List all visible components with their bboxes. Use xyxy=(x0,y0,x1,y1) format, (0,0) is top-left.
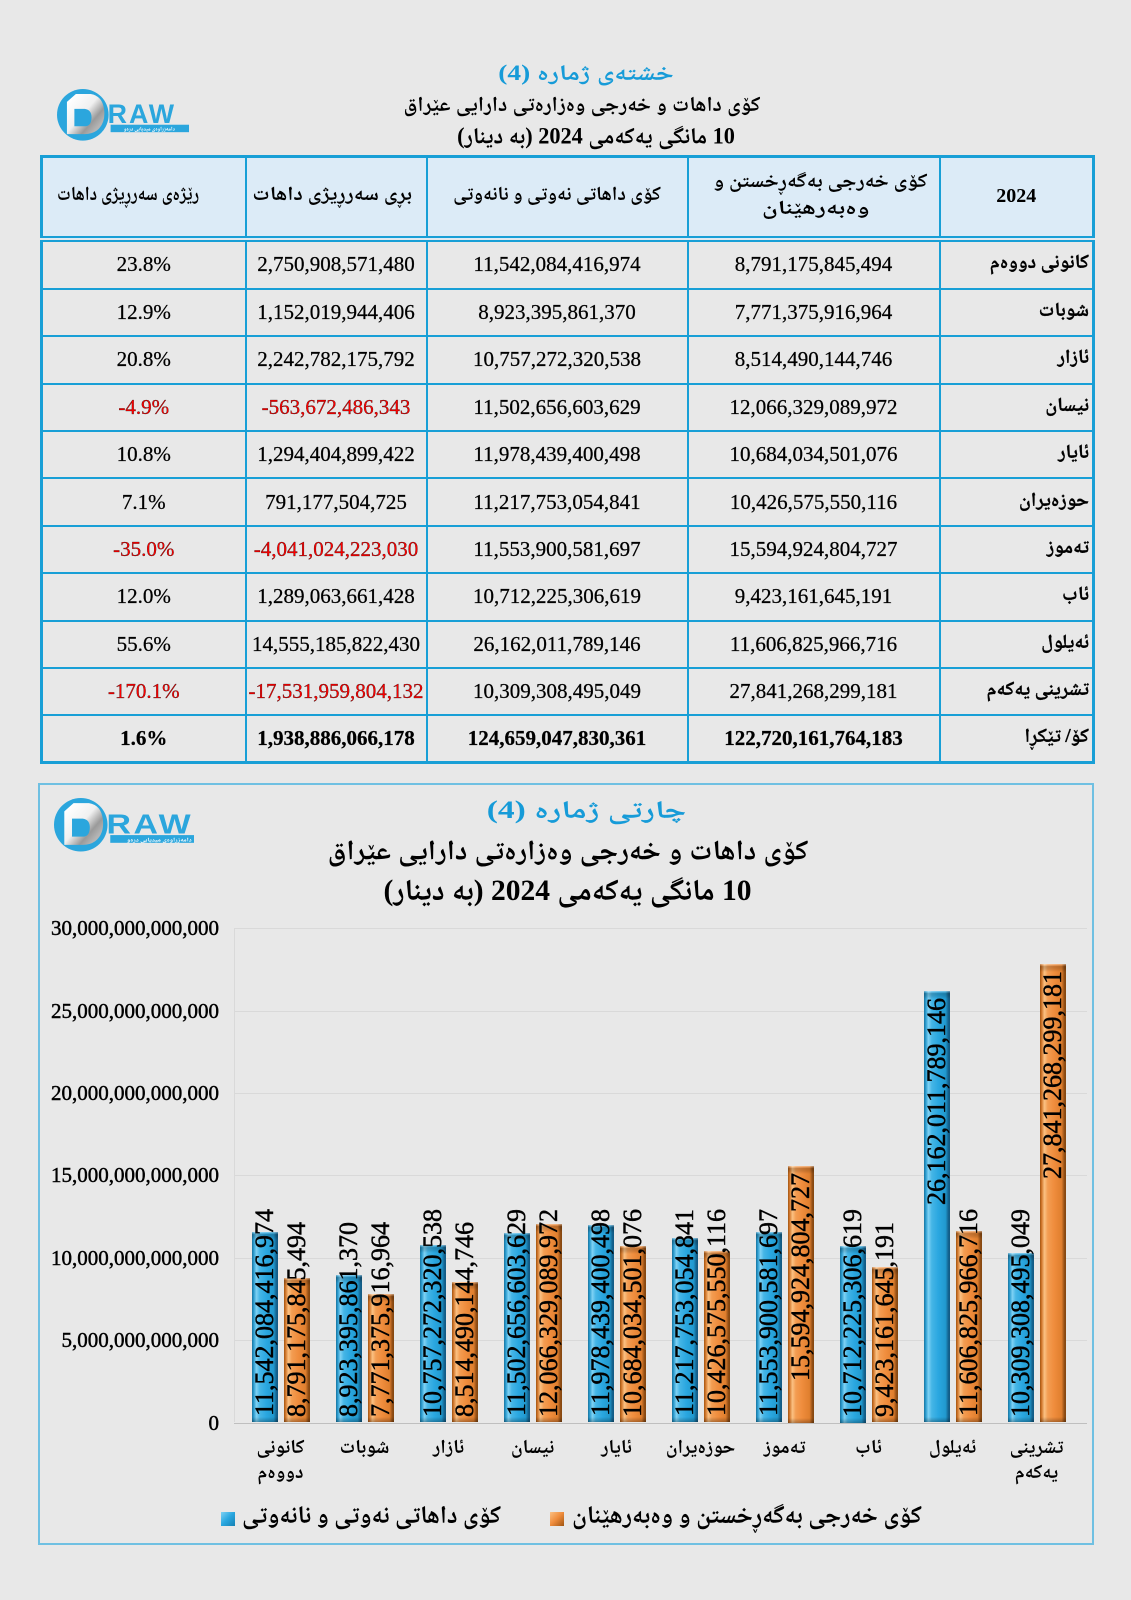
svg-text:دامەزراوەی میدیایی درەو: دامەزراوەی میدیایی درەو xyxy=(124,126,176,135)
svg-text:RAW: RAW xyxy=(108,99,176,129)
svg-text:دامەزراوەی میدیایی درەو: دامەزراوەی میدیایی درەو xyxy=(127,836,192,846)
svg-text:RAW: RAW xyxy=(107,808,194,839)
